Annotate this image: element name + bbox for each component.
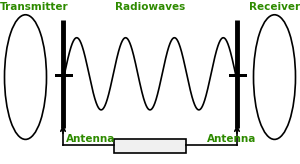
Bar: [114, 139, 186, 153]
Text: Transmitter: Transmitter: [0, 2, 69, 12]
Text: Radiowaves: Radiowaves: [115, 2, 185, 12]
Text: Antenna: Antenna: [207, 134, 256, 144]
Text: Antenna: Antenna: [66, 134, 116, 144]
Text: Receiver: Receiver: [249, 2, 300, 12]
